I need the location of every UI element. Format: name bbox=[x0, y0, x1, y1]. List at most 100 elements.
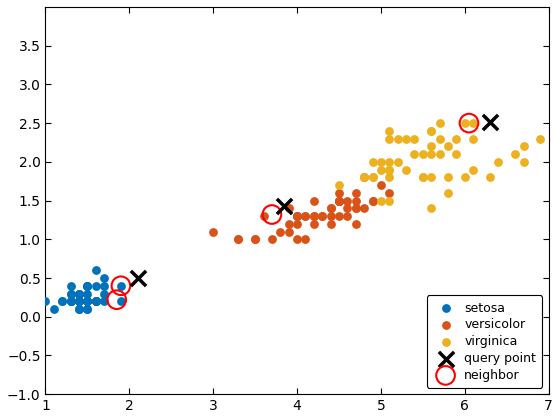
versicolor bbox=[292, 213, 301, 219]
versicolor bbox=[268, 236, 277, 243]
virginica bbox=[469, 135, 478, 142]
virginica bbox=[360, 174, 368, 181]
versicolor bbox=[360, 174, 368, 181]
virginica bbox=[427, 205, 436, 212]
setosa bbox=[83, 298, 92, 304]
virginica bbox=[360, 174, 368, 181]
versicolor bbox=[334, 197, 343, 204]
versicolor bbox=[376, 182, 385, 189]
versicolor bbox=[351, 205, 360, 212]
virginica bbox=[393, 158, 402, 165]
versicolor bbox=[351, 189, 360, 196]
setosa bbox=[49, 306, 58, 312]
versicolor bbox=[343, 213, 352, 219]
versicolor bbox=[284, 228, 293, 235]
versicolor bbox=[292, 213, 301, 219]
setosa bbox=[83, 306, 92, 312]
versicolor bbox=[343, 205, 352, 212]
setosa bbox=[66, 298, 75, 304]
versicolor bbox=[301, 213, 310, 219]
virginica bbox=[486, 174, 494, 181]
setosa bbox=[91, 298, 100, 304]
setosa bbox=[83, 298, 92, 304]
setosa bbox=[58, 298, 67, 304]
virginica bbox=[427, 128, 436, 134]
virginica bbox=[418, 174, 427, 181]
virginica bbox=[402, 135, 410, 142]
virginica bbox=[427, 174, 436, 181]
setosa bbox=[74, 306, 83, 312]
versicolor bbox=[334, 197, 343, 204]
setosa bbox=[100, 275, 109, 281]
setosa bbox=[74, 290, 83, 297]
virginica bbox=[460, 174, 469, 181]
versicolor bbox=[334, 189, 343, 196]
virginica bbox=[385, 135, 394, 142]
versicolor bbox=[326, 220, 335, 227]
versicolor bbox=[351, 220, 360, 227]
setosa bbox=[83, 282, 92, 289]
versicolor bbox=[209, 228, 218, 235]
query point bbox=[133, 275, 142, 281]
setosa bbox=[83, 306, 92, 312]
virginica bbox=[536, 135, 545, 142]
versicolor bbox=[259, 213, 268, 219]
versicolor bbox=[343, 197, 352, 204]
setosa bbox=[91, 267, 100, 274]
setosa bbox=[91, 298, 100, 304]
virginica bbox=[385, 128, 394, 134]
versicolor bbox=[360, 205, 368, 212]
versicolor bbox=[368, 197, 377, 204]
neighbor bbox=[112, 297, 121, 303]
setosa bbox=[83, 298, 92, 304]
virginica bbox=[418, 151, 427, 158]
virginica bbox=[469, 120, 478, 126]
versicolor bbox=[326, 205, 335, 212]
virginica bbox=[452, 135, 461, 142]
setosa bbox=[91, 298, 100, 304]
setosa bbox=[100, 298, 109, 304]
versicolor bbox=[334, 197, 343, 204]
setosa bbox=[100, 282, 109, 289]
virginica bbox=[376, 197, 385, 204]
versicolor bbox=[301, 236, 310, 243]
setosa bbox=[74, 306, 83, 312]
virginica bbox=[385, 158, 394, 165]
setosa bbox=[116, 282, 125, 289]
virginica bbox=[368, 174, 377, 181]
setosa bbox=[41, 298, 50, 304]
setosa bbox=[74, 298, 83, 304]
setosa bbox=[91, 282, 100, 289]
setosa bbox=[83, 282, 92, 289]
setosa bbox=[83, 298, 92, 304]
virginica bbox=[376, 166, 385, 173]
virginica bbox=[385, 174, 394, 181]
versicolor bbox=[301, 213, 310, 219]
virginica bbox=[385, 166, 394, 173]
versicolor bbox=[234, 236, 243, 243]
versicolor bbox=[284, 205, 293, 212]
versicolor bbox=[251, 236, 260, 243]
virginica bbox=[385, 166, 394, 173]
versicolor bbox=[292, 220, 301, 227]
setosa bbox=[58, 298, 67, 304]
virginica bbox=[511, 151, 520, 158]
setosa bbox=[74, 298, 83, 304]
versicolor bbox=[309, 197, 318, 204]
virginica bbox=[334, 182, 343, 189]
versicolor bbox=[284, 220, 293, 227]
setosa bbox=[91, 298, 100, 304]
virginica bbox=[435, 120, 444, 126]
versicolor bbox=[309, 220, 318, 227]
setosa bbox=[74, 290, 83, 297]
virginica bbox=[427, 143, 436, 150]
virginica bbox=[460, 120, 469, 126]
versicolor bbox=[326, 205, 335, 212]
setosa bbox=[83, 298, 92, 304]
virginica bbox=[444, 174, 452, 181]
virginica bbox=[469, 166, 478, 173]
virginica bbox=[444, 143, 452, 150]
versicolor bbox=[334, 213, 343, 219]
setosa bbox=[74, 298, 83, 304]
setosa bbox=[66, 298, 75, 304]
